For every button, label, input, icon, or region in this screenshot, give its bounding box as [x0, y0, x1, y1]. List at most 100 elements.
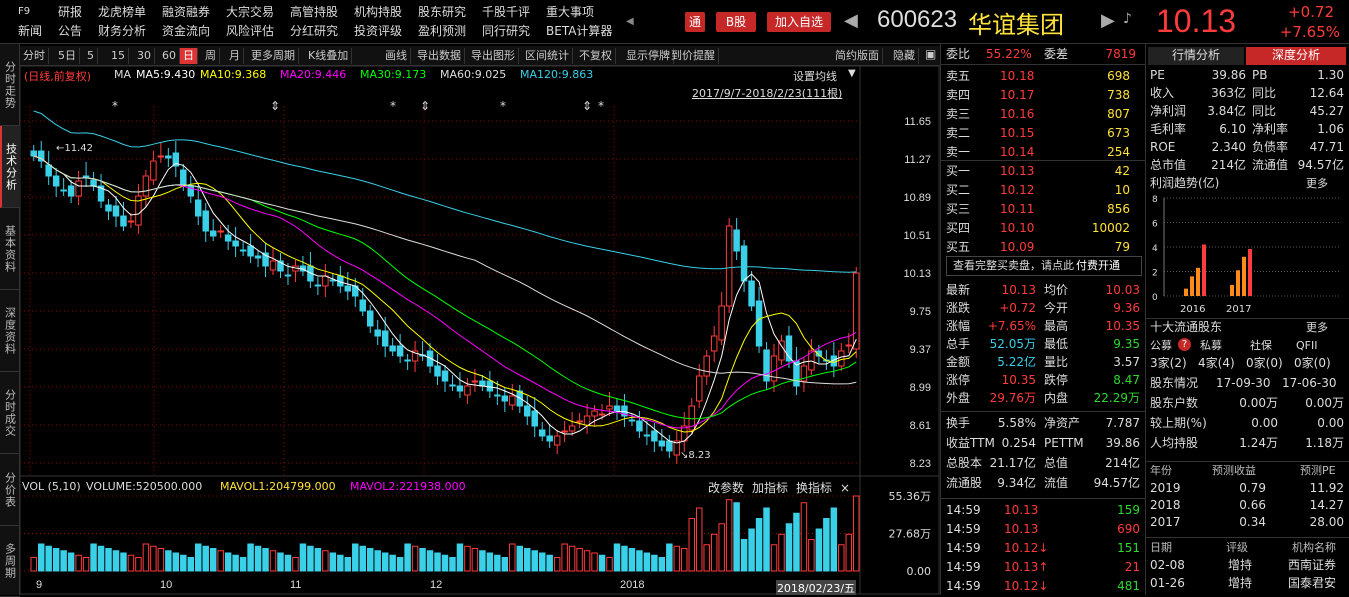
deep-tab-deep[interactable]: 深度分析: [1246, 47, 1346, 65]
candle: [449, 384, 456, 387]
trend-more-link[interactable]: 更多: [1306, 177, 1328, 190]
toolbar-item-13[interactable]: 导出图形: [468, 48, 519, 64]
top-menu2-3[interactable]: 资金流向: [162, 24, 211, 38]
top-menu-1[interactable]: 研报: [58, 5, 83, 19]
holders-more-link[interactable]: 更多: [1306, 321, 1328, 334]
menu-collapse-icon[interactable]: ◀: [626, 16, 634, 27]
leftnav-item-3[interactable]: 深度资料: [0, 290, 20, 372]
volume-bar: [681, 548, 688, 572]
candle: [486, 380, 494, 392]
bshare-button[interactable]: B股: [716, 12, 756, 32]
top-menu2-0[interactable]: 新闻: [18, 24, 43, 38]
toolbar-item-10[interactable]: K线叠加: [305, 48, 353, 64]
sell-label-3: 卖二: [946, 126, 971, 140]
volume-action-2[interactable]: 换指标: [796, 481, 833, 495]
top-menu-2[interactable]: 龙虎榜单: [98, 5, 147, 19]
event-marker-4: *: [500, 99, 506, 113]
top-menu-0[interactable]: F9: [18, 6, 31, 17]
volume-bar: [105, 548, 112, 572]
volume-bar: [329, 552, 337, 572]
toolbar-item-2[interactable]: 5: [84, 48, 98, 64]
buy-price-0: 10.13: [1000, 164, 1035, 178]
vol-y-tick-1: 27.68万: [889, 528, 932, 541]
volume-bar: [755, 518, 763, 572]
volume-bar: [120, 552, 127, 572]
top-menu2-8[interactable]: 同行研究: [482, 24, 531, 38]
toolbar-item-16[interactable]: 显示停牌: [623, 48, 674, 64]
top-menu-6[interactable]: 机构持股: [354, 5, 403, 19]
volume-action-1[interactable]: 加指标: [752, 481, 789, 495]
volume-bar: [239, 557, 247, 572]
leftnav-item-1[interactable]: 技术分析: [0, 126, 20, 208]
deep-row-4-2: 流通值: [1252, 158, 1289, 172]
sell-vol-3: 673: [1107, 126, 1130, 140]
toolbar-item-5[interactable]: 60: [159, 48, 180, 64]
volume-bar: [389, 554, 396, 572]
toolbar-item-3[interactable]: 15: [108, 48, 129, 64]
ma-settings-chevron-icon[interactable]: ▼: [848, 68, 856, 79]
volume-bar: [591, 552, 598, 572]
toolbar-item-7[interactable]: 周: [202, 48, 220, 64]
volume-bar: [628, 548, 636, 572]
ma-settings-button[interactable]: 设置均线: [793, 70, 837, 83]
volume-action-0[interactable]: 改参数: [708, 481, 745, 495]
question-icon[interactable]: ?: [1178, 338, 1191, 351]
sell-label-1: 卖四: [946, 88, 971, 102]
toolbar-item-17[interactable]: 到价提醒: [668, 48, 719, 64]
volume-bar: [396, 557, 404, 572]
toolbar-item-8[interactable]: 月: [226, 48, 244, 64]
toolbar-right-1[interactable]: 隐藏: [890, 48, 919, 64]
toolbar-item-6[interactable]: 日: [180, 48, 198, 64]
toolbar-item-9[interactable]: 更多周期: [248, 48, 299, 64]
deep-tab-quote[interactable]: 行情分析: [1148, 47, 1244, 65]
legend-ma5: MA5:9.430: [136, 68, 196, 81]
paid-link[interactable]: 付费开通: [1076, 259, 1120, 272]
toolbar-item-1[interactable]: 5日: [55, 48, 80, 64]
y-tick-3: 10.51: [903, 230, 931, 242]
tong-button[interactable]: 通: [685, 12, 705, 32]
top-menu-5[interactable]: 高管持股: [290, 5, 339, 19]
full-book-link[interactable]: 查看完整买卖盘，请点此 付费开通: [946, 256, 1142, 276]
candle: [232, 240, 239, 247]
top-menu2-1[interactable]: 公告: [58, 24, 83, 38]
holder-date-2: 17-06-30: [1282, 376, 1337, 390]
top-menu2-4[interactable]: 风险评估: [226, 24, 275, 38]
toolbar-item-0[interactable]: 分时: [20, 48, 49, 64]
top-menu2-7[interactable]: 盈利预测: [418, 24, 467, 38]
prev-stock-icon[interactable]: ◀: [844, 10, 858, 31]
top-menu2-2[interactable]: 财务分析: [98, 24, 147, 38]
top-menu2-6[interactable]: 投资评级: [354, 24, 403, 38]
leftnav-item-6[interactable]: 多周期: [0, 526, 20, 597]
buy-vol-1: 10: [1114, 183, 1130, 197]
volume-bar: [464, 545, 471, 572]
kline-chart[interactable]: 11.65 11.27 10.89 10.51 10.13 9.75 9.37 8.99 8.6…: [20, 66, 940, 595]
top-menu2-5[interactable]: 分红研究: [290, 24, 339, 38]
next-stock-icon[interactable]: ▶: [1101, 10, 1115, 31]
top-menu-3[interactable]: 融资融券: [162, 5, 211, 19]
toolbar-item-14[interactable]: 区间统计: [522, 48, 573, 64]
toolbar-item-11[interactable]: 画线: [382, 48, 411, 64]
deep-row-1-3: 45.27: [1309, 104, 1344, 118]
top-menu-8[interactable]: 千股千评: [482, 5, 531, 19]
top-menu-7[interactable]: 股东研究: [418, 5, 467, 19]
toolbar-item-15[interactable]: 不复权: [576, 48, 616, 64]
toolbar-close-icon[interactable]: ▣: [925, 47, 937, 61]
tick-vol-0: 159: [1117, 503, 1140, 517]
stat2-2-1: 21.17亿: [989, 456, 1036, 470]
leftnav-item-5[interactable]: 分价表: [0, 454, 20, 526]
volume-bar: [838, 544, 845, 572]
bell-icon[interactable]: ♪: [1123, 11, 1132, 27]
top-menu2-9[interactable]: BETA计算器: [546, 24, 613, 38]
toolbar-item-12[interactable]: 导出数据: [414, 48, 465, 64]
toolbar-right-0[interactable]: 简约版面: [832, 48, 883, 64]
add-watchlist-button[interactable]: 加入自选: [767, 12, 831, 32]
leftnav-item-4[interactable]: 分时成交: [0, 372, 20, 454]
rating-row-0-1: 增持: [1228, 558, 1253, 572]
volume-bar: [583, 550, 591, 572]
top-menu-4[interactable]: 大宗交易: [226, 5, 275, 19]
volume-action-3[interactable]: ×: [840, 481, 851, 495]
toolbar-item-4[interactable]: 30: [134, 48, 155, 64]
top-menu-9[interactable]: 重大事项: [546, 5, 595, 19]
leftnav-item-2[interactable]: 基本资料: [0, 208, 20, 290]
leftnav-item-0[interactable]: 分时走势: [0, 44, 20, 126]
